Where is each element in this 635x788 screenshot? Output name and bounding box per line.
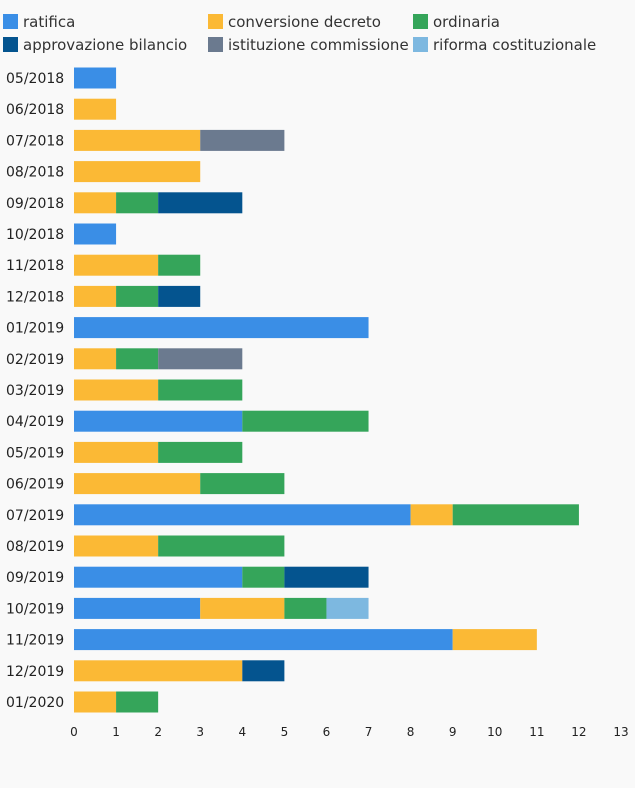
- bar-16-series-3: [158, 535, 285, 557]
- bar-13-series-3: [158, 441, 243, 463]
- bar-15-series-3: [452, 504, 579, 526]
- bar-8-series-4: [158, 285, 201, 307]
- bar-5-series-3: [116, 192, 159, 214]
- bars: [74, 67, 579, 713]
- category-label-5: 09/2018: [6, 196, 64, 212]
- legend-swatch-6: [413, 37, 428, 52]
- legend-label-1: ratifica: [23, 13, 75, 31]
- legend-swatch-4: [3, 37, 18, 52]
- bar-13-series-2: [74, 441, 159, 463]
- bar-3-series-5: [200, 129, 285, 151]
- category-label-8: 12/2018: [6, 289, 64, 305]
- bar-12-series-3: [242, 410, 369, 432]
- bar-7-series-2: [74, 254, 159, 276]
- bar-8-series-3: [116, 285, 159, 307]
- category-label-1: 05/2018: [6, 71, 64, 87]
- category-label-16: 08/2019: [6, 539, 64, 555]
- x-tick-label-13: 12: [571, 725, 586, 739]
- bar-9-series-1: [74, 317, 369, 339]
- bar-3-series-2: [74, 129, 201, 151]
- x-tick-label-10: 9: [449, 725, 457, 739]
- bar-7-series-3: [158, 254, 201, 276]
- bar-6-series-1: [74, 223, 117, 245]
- x-tick-label-2: 1: [112, 725, 120, 739]
- legend-label-6: riforma costituzionale: [433, 36, 596, 54]
- bar-1-series-1: [74, 67, 117, 89]
- category-label-17: 09/2019: [6, 570, 64, 586]
- bar-18-series-6: [326, 597, 369, 619]
- legend-swatch-3: [413, 14, 428, 29]
- legend-swatch-1: [3, 14, 18, 29]
- legend-label-4: approvazione bilancio: [23, 36, 187, 54]
- x-tick-label-9: 8: [407, 725, 415, 739]
- category-label-6: 10/2018: [6, 227, 64, 243]
- category-label-14: 06/2019: [6, 477, 64, 493]
- bar-11-series-3: [158, 379, 243, 401]
- bar-20-series-4: [242, 660, 285, 682]
- x-tick-label-12: 11: [529, 725, 544, 739]
- bar-5-series-2: [74, 192, 117, 214]
- bar-14-series-3: [200, 473, 285, 495]
- x-tick-label-8: 7: [365, 725, 373, 739]
- category-label-7: 11/2018: [6, 258, 64, 274]
- legend-label-3: ordinaria: [433, 13, 500, 31]
- legend: ratifica conversione decreto ordinaria appr…: [3, 13, 596, 54]
- bar-16-series-2: [74, 535, 159, 557]
- bar-17-series-4: [284, 566, 369, 588]
- x-tick-label-11: 10: [487, 725, 502, 739]
- bar-18-series-1: [74, 597, 201, 619]
- bar-17-series-1: [74, 566, 243, 588]
- bar-14-series-2: [74, 473, 201, 495]
- bar-21-series-2: [74, 691, 117, 713]
- bar-19-series-2: [452, 629, 537, 651]
- legend-swatch-5: [208, 37, 223, 52]
- bar-19-series-1: [74, 629, 453, 651]
- category-label-21: 01/2020: [6, 695, 64, 711]
- bar-10-series-3: [116, 348, 159, 370]
- category-label-20: 12/2019: [6, 664, 64, 680]
- bar-15-series-1: [74, 504, 411, 526]
- bar-20-series-2: [74, 660, 243, 682]
- bar-18-series-2: [200, 597, 285, 619]
- category-label-19: 11/2019: [6, 633, 64, 649]
- x-tick-label-5: 4: [238, 725, 246, 739]
- bar-12-series-1: [74, 410, 243, 432]
- x-tick-label-7: 6: [323, 725, 331, 739]
- category-label-18: 10/2019: [6, 601, 64, 617]
- bar-2-series-2: [74, 98, 117, 120]
- category-labels: 05/2018 06/2018 07/2018 08/2018 09/2018 10/20…: [6, 71, 64, 711]
- bar-17-series-3: [242, 566, 285, 588]
- bar-11-series-2: [74, 379, 159, 401]
- x-axis-ticks: 0 1 2 3 4 5 6 7 8 9 10 11 12 13: [70, 725, 628, 739]
- category-label-13: 05/2019: [6, 445, 64, 461]
- category-label-10: 02/2019: [6, 352, 64, 368]
- category-label-15: 07/2019: [6, 508, 64, 524]
- category-label-9: 01/2019: [6, 321, 64, 337]
- legend-label-5: istituzione commissione: [228, 36, 409, 54]
- bar-8-series-2: [74, 285, 117, 307]
- category-label-11: 03/2019: [6, 383, 64, 399]
- category-label-3: 07/2018: [6, 133, 64, 149]
- x-tick-label-3: 2: [154, 725, 162, 739]
- legend-swatch-2: [208, 14, 223, 29]
- bar-15-series-2: [410, 504, 453, 526]
- bar-5-series-4: [158, 192, 243, 214]
- category-label-4: 08/2018: [6, 165, 64, 181]
- x-tick-label-14: 13: [613, 725, 628, 739]
- bar-18-series-3: [284, 597, 327, 619]
- bar-10-series-5: [158, 348, 243, 370]
- category-label-12: 04/2019: [6, 414, 64, 430]
- x-tick-label-6: 5: [281, 725, 289, 739]
- bar-10-series-2: [74, 348, 117, 370]
- bar-21-series-3: [116, 691, 159, 713]
- x-tick-label-1: 0: [70, 725, 78, 739]
- x-tick-label-4: 3: [196, 725, 204, 739]
- category-label-2: 06/2018: [6, 102, 64, 118]
- legend-label-2: conversione decreto: [228, 13, 381, 31]
- bar-4-series-2: [74, 161, 201, 183]
